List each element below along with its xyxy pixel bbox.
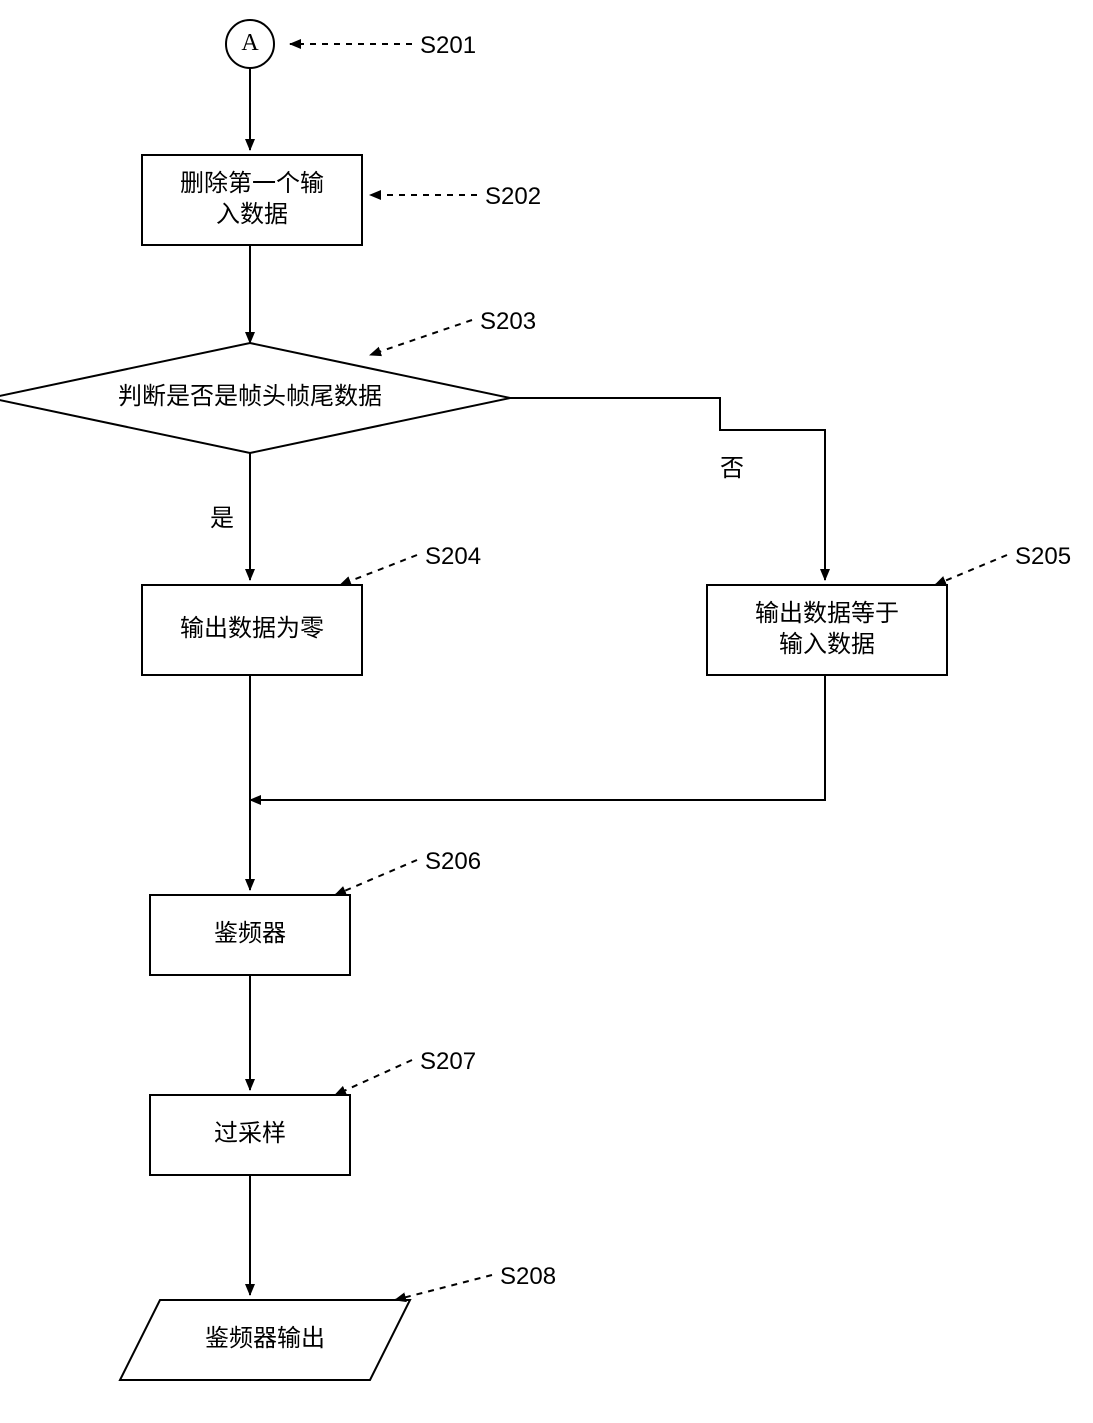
step-s202-label: 删除第一个输 入数据: [180, 169, 324, 231]
step-s204-label: 输出数据为零: [180, 614, 324, 645]
step-s206-label: 鉴频器: [214, 919, 286, 950]
connector-a-label: A: [238, 28, 262, 59]
callout-s207: S207: [420, 1048, 476, 1076]
callout-s201: S201: [420, 32, 476, 60]
step-s205-label: 输出数据等于 输入数据: [755, 599, 899, 661]
callout-s204: S204: [425, 543, 481, 571]
flowchart-canvas: [0, 0, 1093, 1423]
output-s208-label: 鉴频器输出: [205, 1324, 325, 1355]
callout-s202: S202: [485, 183, 541, 211]
callout-s208: S208: [500, 1263, 556, 1291]
callout-s205: S205: [1015, 543, 1071, 571]
callout-s206: S206: [425, 848, 481, 876]
step-s207-label: 过采样: [214, 1119, 286, 1150]
callout-s203: S203: [480, 308, 536, 336]
edge-label: 是: [210, 498, 234, 533]
edge-label: 否: [720, 448, 744, 483]
decision-s203-label: 判断是否是帧头帧尾数据: [118, 382, 382, 413]
